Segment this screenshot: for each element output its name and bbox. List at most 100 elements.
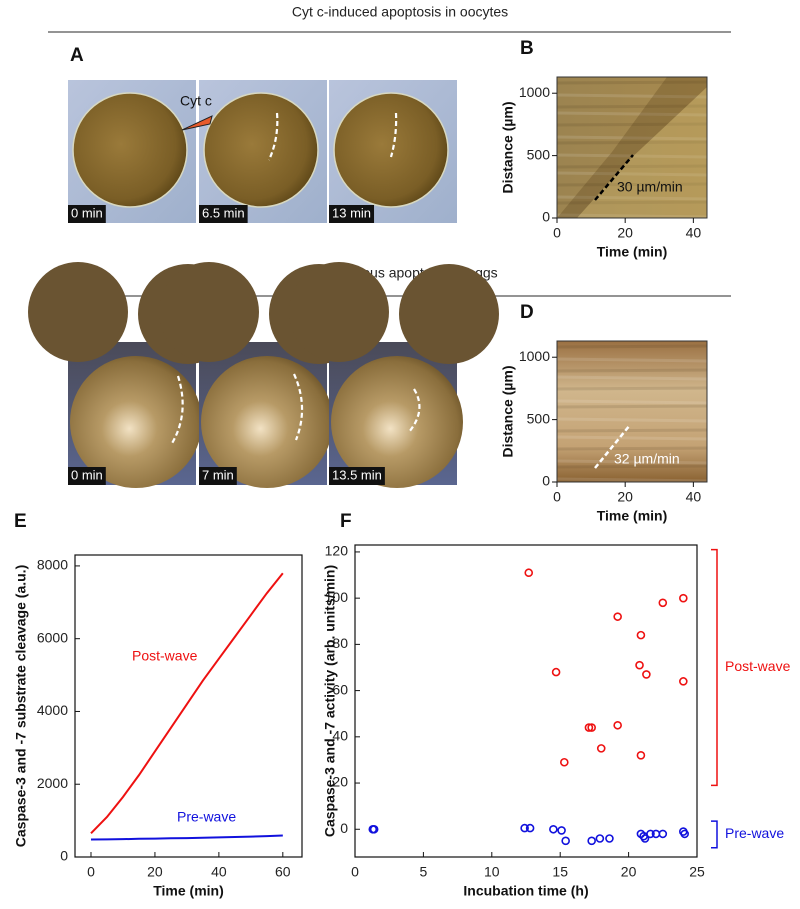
x-tick-label: 25: [689, 864, 705, 880]
kymograph-stripe: [556, 213, 708, 219]
x-axis-title: Time (min): [597, 244, 668, 260]
axes-frame: [556, 76, 708, 219]
x-tick-label: 20: [617, 225, 633, 241]
kymograph-bg: [557, 341, 707, 482]
kymograph-stripe: [556, 428, 708, 433]
scatter-point: [520, 823, 529, 833]
scatter-point: [646, 829, 655, 839]
time-stamp-bg: [329, 467, 385, 485]
panel-letter: B: [520, 38, 534, 59]
y-tick-label: 500: [527, 410, 551, 426]
kymograph-image: [556, 341, 708, 483]
scatter-point: [561, 836, 570, 846]
kymograph-stripe: [556, 195, 708, 201]
x-tick-label: 20: [147, 864, 163, 880]
x-tick-label: 40: [686, 489, 702, 505]
axes-frame: [354, 544, 698, 858]
y-tick-label: 4000: [37, 702, 68, 718]
x-axis-title: Time (min): [153, 883, 224, 899]
kymograph-stripe: [556, 477, 708, 483]
scatter-point: [587, 723, 596, 732]
axes-frame: [556, 340, 708, 483]
y-tick-label: 1000: [519, 84, 550, 100]
kymograph-stripe: [556, 357, 708, 363]
scatter-point: [613, 612, 622, 621]
x-axis-title: Incubation time (h): [463, 883, 588, 899]
wave-front: [389, 112, 398, 158]
scatter-point: [595, 834, 605, 843]
wave-front: [170, 375, 184, 446]
kymograph-stripe: [556, 368, 708, 373]
scatter-point: [635, 660, 644, 670]
wave-front: [408, 388, 421, 433]
group-label: Pre-wave: [725, 825, 784, 841]
kymograph-image: [556, 77, 708, 219]
scatter-point: [679, 677, 688, 686]
kymograph-stripe: [556, 399, 708, 405]
kymograph-stripe: [556, 104, 708, 109]
x-tick-label: 0: [553, 489, 561, 505]
wave-front: [267, 112, 279, 161]
scatter-point: [557, 826, 566, 835]
scatter-point: [524, 568, 534, 578]
scatter-point: [642, 670, 651, 679]
kymograph-stripe: [556, 135, 708, 141]
time-stamp-bg: [199, 467, 237, 485]
axes-frame: [74, 554, 303, 858]
time-stamp: 0 min: [71, 467, 103, 482]
y-tick-label: 6000: [37, 629, 68, 645]
series-label: Pre-wave: [177, 809, 236, 825]
scatter-point: [587, 836, 596, 846]
scatter-point: [636, 630, 646, 640]
scatter-point: [560, 757, 569, 767]
y-tick-label: 0: [542, 209, 550, 225]
kymograph-stripe: [556, 404, 708, 409]
x-tick-label: 20: [617, 489, 633, 505]
time-stamp: 6.5 min: [202, 205, 245, 220]
time-stamp-bg: [68, 205, 106, 223]
scatter-point: [613, 720, 622, 730]
y-axis-title: Caspase-3 and -7 substrate cleavage (a.u…: [13, 565, 29, 847]
x-tick-label: 0: [87, 864, 95, 880]
egg-neighbor: [399, 264, 499, 364]
time-stamp: 0 min: [71, 205, 103, 220]
time-stamp: 13 min: [332, 205, 371, 220]
velocity-label: 30 µm/min: [617, 179, 683, 195]
oocyte: [333, 92, 449, 208]
kymograph-stripe: [556, 375, 708, 381]
time-stamp-bg: [68, 467, 106, 485]
x-tick-label: 20: [621, 864, 637, 880]
x-tick-label: 15: [552, 864, 568, 880]
y-tick-label: 40: [332, 728, 348, 744]
oocyte: [203, 92, 319, 208]
scatter-point: [525, 823, 535, 833]
velocity-label: 32 µm/min: [614, 451, 680, 467]
wave-band: [557, 77, 707, 218]
kymograph-stripe: [556, 386, 708, 391]
kymograph-bg: [557, 77, 707, 218]
pipette-label: Cyt c: [180, 93, 212, 109]
y-axis-title: Caspase-3 and -7 activity (arb. units/mi…: [322, 565, 338, 837]
y-tick-label: 100: [325, 589, 349, 605]
kymograph-stripe: [556, 417, 708, 423]
kymograph-stripe: [556, 140, 708, 145]
panel-letter: E: [14, 511, 27, 532]
x-tick-label: 10: [484, 864, 500, 880]
egg: [70, 356, 202, 488]
kymograph-stripe: [556, 200, 708, 205]
panel-letter: D: [520, 302, 534, 323]
y-tick-label: 0: [542, 473, 550, 489]
y-tick-label: 0: [340, 820, 348, 836]
scatter-point: [658, 598, 668, 608]
kymograph-stripe: [556, 80, 708, 85]
y-axis-title: Distance (µm): [500, 365, 516, 457]
pipette: [181, 115, 213, 131]
y-tick-label: 120: [325, 543, 349, 559]
y-tick-label: 8000: [37, 557, 68, 573]
kymograph-stripe: [556, 182, 708, 187]
y-axis-title: Distance (µm): [500, 101, 516, 193]
kymograph-stripe: [556, 164, 708, 169]
x-tick-label: 0: [351, 864, 359, 880]
group-bracket: [711, 548, 718, 787]
